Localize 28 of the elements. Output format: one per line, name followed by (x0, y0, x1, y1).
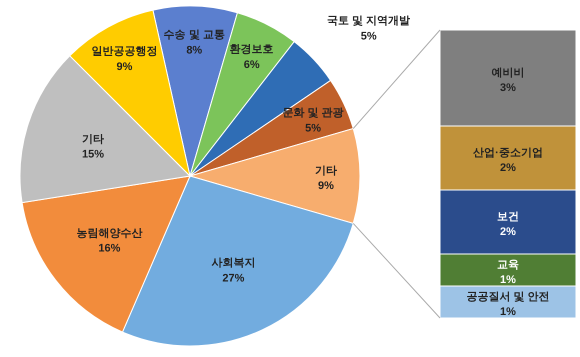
data-label: 2% (500, 226, 516, 238)
series-label: 교육 (497, 258, 519, 271)
data-label: 16% (98, 242, 121, 255)
slice-label: 기타 (82, 133, 104, 146)
series-label: 보건 (497, 210, 519, 223)
slice-label: 사회복지 (211, 257, 256, 270)
data-label: 3% (500, 82, 516, 94)
data-label: 5% (360, 30, 377, 43)
slice-label: 일반공공행정 (91, 46, 158, 58)
data-label: 9% (318, 180, 334, 192)
series-label: 공공질서 및 안전 (466, 290, 550, 303)
data-label: 15% (82, 148, 104, 161)
slice-label: 환경보호 (230, 44, 274, 56)
slice-label: 수송 및 교통 (164, 28, 225, 41)
slice-label: 농림해양수산 (76, 227, 142, 240)
data-label: 8% (186, 44, 202, 56)
slice-label: 국토 및 지역개발 (327, 15, 410, 28)
data-label: 1% (500, 274, 516, 286)
data-label: 6% (244, 59, 260, 72)
series-label: 예비비 (492, 66, 524, 79)
series-label: 산업·중소기업 (473, 146, 543, 159)
data-label: 5% (305, 122, 322, 134)
data-label: 9% (116, 61, 133, 74)
slice-label: 기타 (315, 164, 337, 177)
data-label: 27% (222, 272, 245, 284)
data-label: 1% (500, 306, 516, 318)
data-label: 2% (500, 162, 516, 174)
slice-label: 문화 및 관광 (282, 106, 344, 119)
